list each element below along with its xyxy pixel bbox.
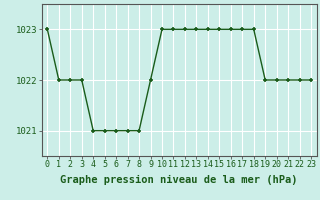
X-axis label: Graphe pression niveau de la mer (hPa): Graphe pression niveau de la mer (hPa)	[60, 175, 298, 185]
